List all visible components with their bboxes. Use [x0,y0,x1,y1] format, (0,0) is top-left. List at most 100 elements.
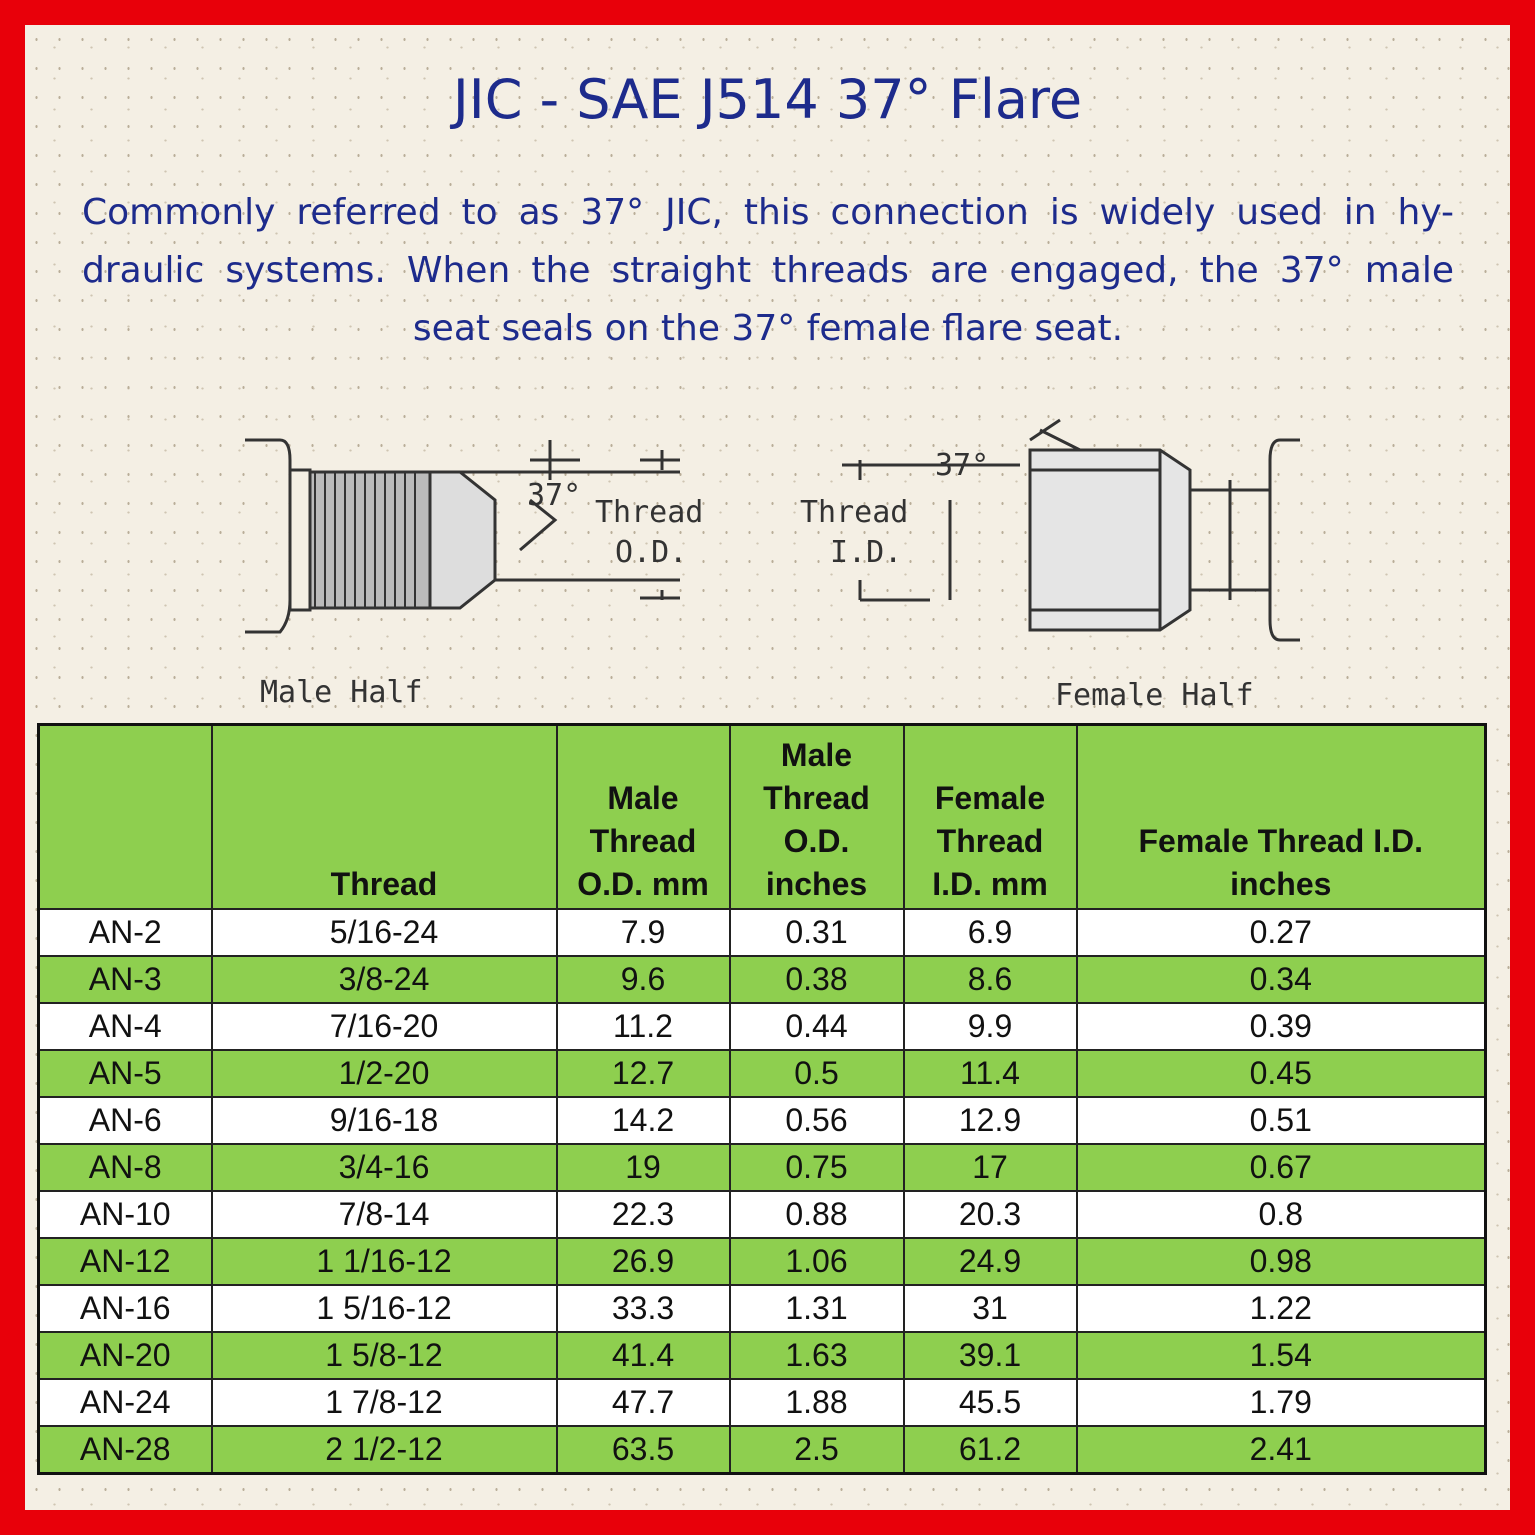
value-cell: 7/16-20 [210,1002,558,1051]
value-cell: 19 [555,1143,731,1192]
value-cell: 3/4-16 [210,1143,558,1192]
table-row: AN-20 1 5/8-12 41.4 1.63 39.1 1.54 [37,1331,1487,1380]
table-row: AN-16 1 5/16-12 33.3 1.31 31 1.22 [37,1284,1487,1333]
value-cell: 17 [902,1143,1078,1192]
value-cell: 0.88 [728,1190,905,1239]
value-cell: 1 5/8-12 [210,1331,558,1380]
column-header: Thread [210,723,558,910]
table-row: AN-10 7/8-14 22.3 0.88 20.3 0.8 [37,1190,1487,1239]
value-cell: 1.31 [728,1284,905,1333]
jic-size-table: Thread Male Thread O.D. mm Male Thread O.D. inc… [37,723,1487,1475]
size-cell: AN-16 [37,1284,213,1333]
value-cell: 1.22 [1075,1284,1487,1333]
value-cell: 0.45 [1075,1049,1487,1098]
size-cell: AN-20 [37,1331,213,1380]
table-row: AN-6 9/16-18 14.2 0.56 12.9 0.51 [37,1096,1487,1145]
column-header-label: Thread [330,866,438,902]
size-cell: AN-3 [37,955,213,1004]
value-cell: 0.39 [1075,1002,1487,1051]
value-cell: 0.67 [1075,1143,1487,1192]
value-cell: 45.5 [902,1378,1078,1427]
value-cell: 2 1/2-12 [210,1425,558,1475]
table-row: AN-5 1/2-20 12.7 0.5 11.4 0.45 [37,1049,1487,1098]
value-cell: 0.27 [1075,908,1487,957]
value-cell: 11.2 [555,1002,731,1051]
description-line: Commonly referred to as 37° JIC, this co… [82,192,1454,233]
value-cell: 0.51 [1075,1096,1487,1145]
value-cell: 0.75 [728,1143,905,1192]
column-header-label: Female Thread I.D. mm [932,780,1048,902]
size-cell: AN-5 [37,1049,213,1098]
value-cell: 9.6 [555,955,731,1004]
value-cell: 33.3 [555,1284,731,1333]
table-row: AN-12 1 1/16-12 26.9 1.06 24.9 0.98 [37,1237,1487,1286]
value-cell: 14.2 [555,1096,731,1145]
size-cell: AN-24 [37,1378,213,1427]
value-cell: 3/8-24 [210,955,558,1004]
column-header: Male Thread O.D. inches [728,723,905,910]
size-cell: AN-8 [37,1143,213,1192]
value-cell: 2.5 [728,1425,905,1475]
column-header-label: Male Thread O.D. inches [763,737,870,902]
value-cell: 39.1 [902,1331,1078,1380]
value-cell: 20.3 [902,1190,1078,1239]
female-angle-label: 37° [935,448,989,483]
table-row: AN-2 5/16-24 7.9 0.31 6.9 0.27 [37,908,1487,957]
value-cell: 1.63 [728,1331,905,1380]
column-header: Male Thread O.D. mm [555,723,731,910]
value-cell: 24.9 [902,1237,1078,1286]
table-row: AN-3 3/8-24 9.6 0.38 8.6 0.34 [37,955,1487,1004]
value-cell: 22.3 [555,1190,731,1239]
description-line: draulic systems. When the straight threa… [82,250,1454,291]
value-cell: 1 7/8-12 [210,1378,558,1427]
male-dim-label: Thread [595,495,703,530]
value-cell: 7.9 [555,908,731,957]
value-cell: 63.5 [555,1425,731,1475]
value-cell: 41.4 [555,1331,731,1380]
column-header: Female Thread I.D. inches [1075,723,1487,910]
table-row: AN-24 1 7/8-12 47.7 1.88 45.5 1.79 [37,1378,1487,1427]
page-title: JIC - SAE J514 37° Flare [452,68,1083,131]
value-cell: 0.8 [1075,1190,1487,1239]
column-header-label: Male Thread O.D. mm [577,780,709,902]
value-cell: 6.9 [902,908,1078,957]
value-cell: 1 1/16-12 [210,1237,558,1286]
female-dim-label: I.D. [830,535,902,570]
table-row: AN-8 3/4-16 19 0.75 17 0.67 [37,1143,1487,1192]
value-cell: 9/16-18 [210,1096,558,1145]
size-cell: AN-10 [37,1190,213,1239]
value-cell: 1.54 [1075,1331,1487,1380]
value-cell: 9.9 [902,1002,1078,1051]
description-line: seat seals on the 37° female flare seat. [412,308,1124,349]
fitting-diagram: 37° Thread O.D. Male Half 37° Thread I.D… [245,418,1300,713]
value-cell: 1.88 [728,1378,905,1427]
female-half-drawing [842,418,1300,642]
size-cell: AN-12 [37,1237,213,1286]
male-half-drawing [245,438,680,634]
value-cell: 11.4 [902,1049,1078,1098]
value-cell: 31 [902,1284,1078,1333]
size-cell: AN-6 [37,1096,213,1145]
value-cell: 0.34 [1075,955,1487,1004]
size-cell: AN-4 [37,1002,213,1051]
female-dim-label: Thread [800,495,908,530]
size-cell: AN-2 [37,908,213,957]
male-angle-label: 37° [527,478,581,513]
value-cell: 12.7 [555,1049,731,1098]
column-header-label: Female Thread I.D. inches [1138,823,1424,902]
value-cell: 8.6 [902,955,1078,1004]
value-cell: 0.38 [728,955,905,1004]
value-cell: 0.5 [728,1049,905,1098]
value-cell: 61.2 [902,1425,1078,1475]
male-half-caption: Male Half [260,675,423,710]
female-half-caption: Female Half [1055,678,1254,713]
column-header: Female Thread I.D. mm [902,723,1078,910]
value-cell: 1 5/16-12 [210,1284,558,1333]
value-cell: 0.98 [1075,1237,1487,1286]
male-dim-label: O.D. [615,535,687,570]
size-cell: AN-28 [37,1425,213,1475]
table-row: AN-4 7/16-20 11.2 0.44 9.9 0.39 [37,1002,1487,1051]
value-cell: 7/8-14 [210,1190,558,1239]
value-cell: 2.41 [1075,1425,1487,1475]
value-cell: 26.9 [555,1237,731,1286]
